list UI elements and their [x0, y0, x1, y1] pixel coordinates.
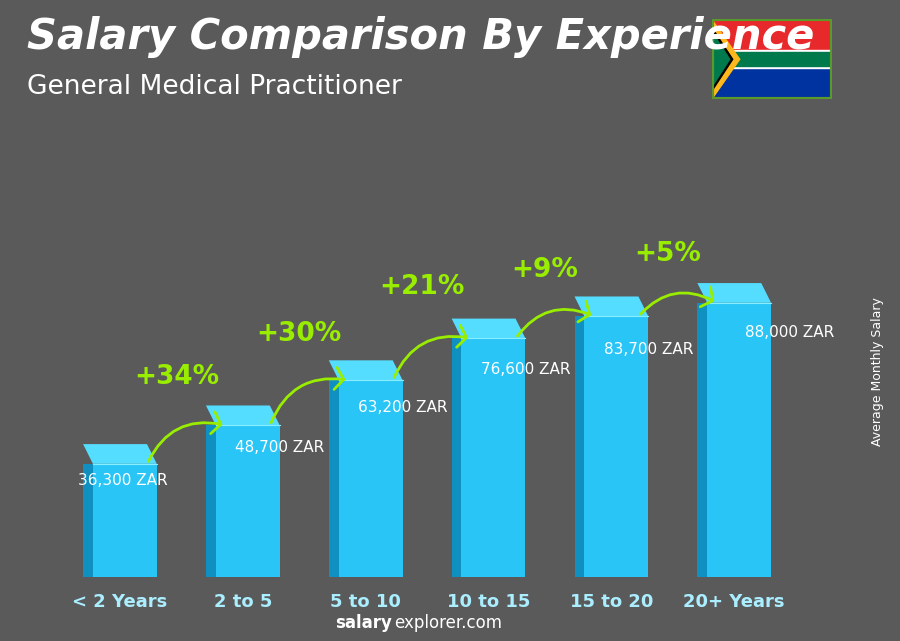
Polygon shape	[584, 316, 648, 577]
Polygon shape	[328, 380, 338, 577]
Text: 63,200 ZAR: 63,200 ZAR	[358, 400, 448, 415]
Polygon shape	[452, 319, 526, 338]
Polygon shape	[452, 338, 462, 577]
Polygon shape	[93, 464, 157, 577]
Text: Average Monthly Salary: Average Monthly Salary	[871, 297, 884, 446]
Polygon shape	[83, 464, 93, 577]
Text: 20+ Years: 20+ Years	[683, 594, 785, 612]
FancyArrowPatch shape	[148, 412, 220, 462]
Polygon shape	[338, 380, 402, 577]
Bar	[712, 53, 832, 66]
Polygon shape	[206, 425, 216, 577]
Text: +34%: +34%	[134, 363, 219, 390]
Polygon shape	[712, 28, 733, 91]
Text: 76,600 ZAR: 76,600 ZAR	[482, 362, 571, 377]
Text: +9%: +9%	[511, 257, 579, 283]
Bar	[712, 60, 832, 99]
Text: 88,000 ZAR: 88,000 ZAR	[745, 325, 834, 340]
Text: General Medical Practitioner: General Medical Practitioner	[27, 74, 402, 100]
FancyArrowPatch shape	[518, 301, 590, 336]
Polygon shape	[707, 303, 771, 577]
Text: +5%: +5%	[634, 241, 701, 267]
Text: 15 to 20: 15 to 20	[570, 594, 653, 612]
Polygon shape	[698, 283, 771, 303]
Polygon shape	[574, 297, 648, 316]
Polygon shape	[698, 303, 707, 577]
Text: +21%: +21%	[380, 274, 465, 300]
FancyArrowPatch shape	[271, 367, 344, 422]
Polygon shape	[462, 338, 526, 577]
Text: salary: salary	[335, 614, 392, 632]
Polygon shape	[574, 316, 584, 577]
Text: 2 to 5: 2 to 5	[213, 594, 272, 612]
Polygon shape	[206, 406, 280, 425]
Text: 5 to 10: 5 to 10	[330, 594, 401, 612]
Text: < 2 Years: < 2 Years	[72, 594, 167, 612]
Polygon shape	[712, 31, 730, 87]
Polygon shape	[712, 19, 740, 99]
Polygon shape	[328, 360, 402, 380]
FancyArrowPatch shape	[641, 287, 713, 314]
FancyArrowPatch shape	[394, 325, 466, 378]
Polygon shape	[83, 444, 157, 464]
Text: +30%: +30%	[256, 321, 342, 347]
Bar	[712, 50, 832, 69]
Text: 10 to 15: 10 to 15	[446, 594, 530, 612]
Text: 36,300 ZAR: 36,300 ZAR	[78, 473, 167, 488]
Text: 83,700 ZAR: 83,700 ZAR	[604, 342, 693, 357]
Polygon shape	[216, 425, 280, 577]
Bar	[712, 19, 832, 60]
Text: explorer.com: explorer.com	[394, 614, 502, 632]
Text: Salary Comparison By Experience: Salary Comparison By Experience	[27, 16, 814, 58]
Text: 48,700 ZAR: 48,700 ZAR	[236, 440, 325, 455]
